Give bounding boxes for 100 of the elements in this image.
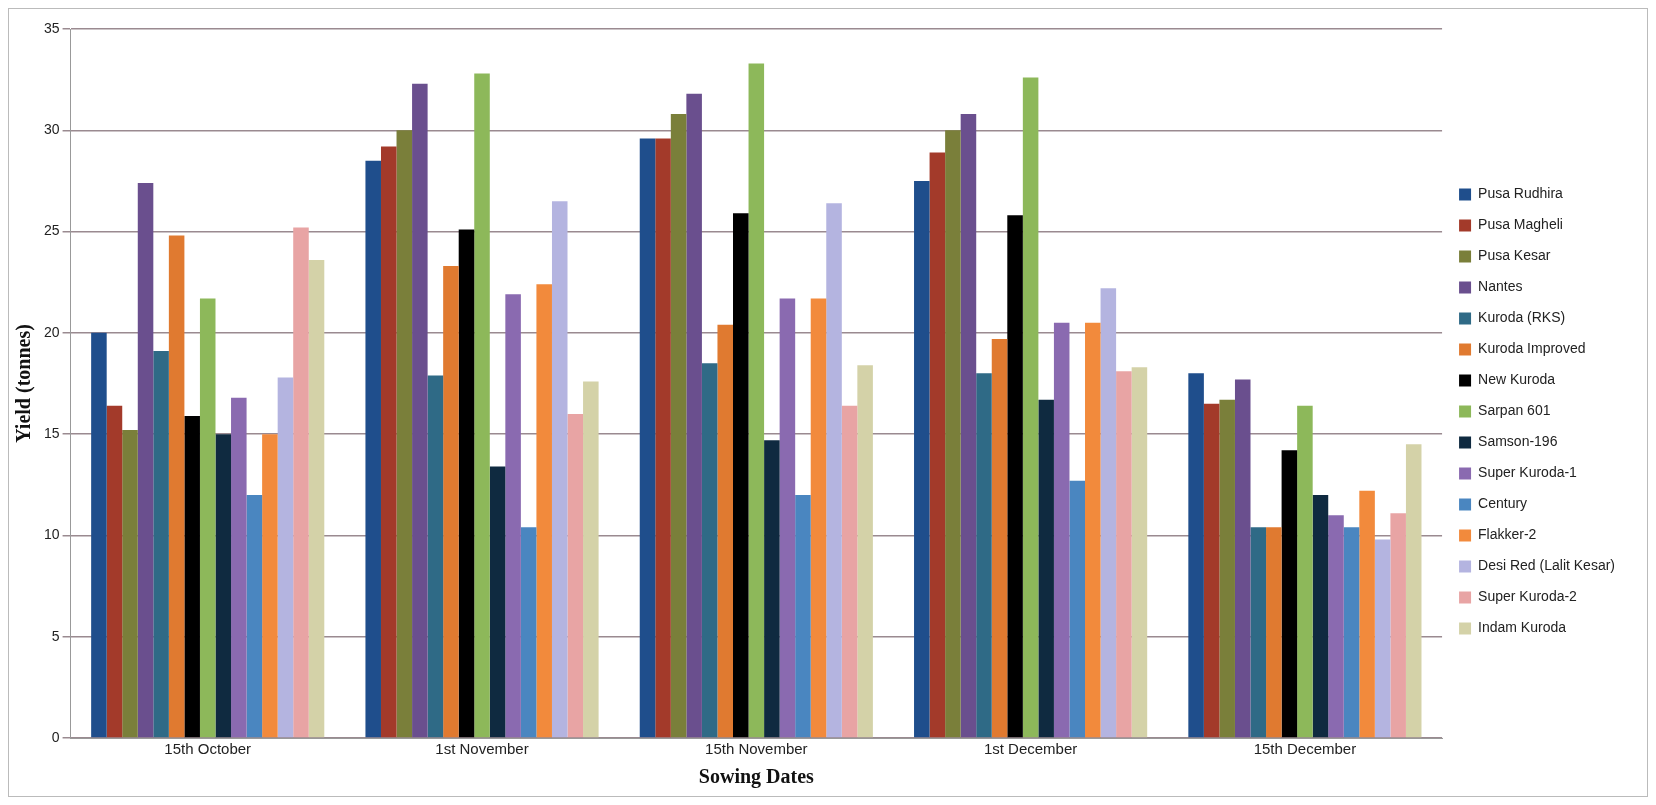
bar [505,294,521,738]
bar [277,377,294,738]
bar [717,324,733,738]
bar [536,284,552,738]
bar [1069,480,1086,738]
bar [945,130,961,738]
bar [1328,515,1344,738]
bar [1374,539,1391,738]
legend-label: Indam Kuroda [1478,619,1567,636]
bar [764,440,780,738]
bar [1266,527,1282,738]
x-tick-label: 1st December [983,740,1078,758]
bar [1405,444,1422,738]
legend-label: Century [1478,495,1528,512]
bar [153,351,169,738]
x-tick-label: 15th November [705,740,808,758]
bar [748,63,765,738]
bar [427,375,444,738]
bar [293,227,309,738]
bar [91,332,107,738]
bar [137,182,154,738]
bar [412,83,428,738]
legend-label: Desi Red (Lalit Kesar) [1478,557,1615,574]
bar [308,259,325,738]
y-tick-label: 25 [43,222,60,239]
bar [365,160,381,738]
legend-label: Pusa Kesar [1478,247,1551,264]
bar [215,434,232,738]
legend-label: Samson-196 [1478,433,1558,450]
y-tick-label: 20 [43,323,60,340]
legend-label: Kuroda (RKS) [1478,309,1566,326]
bar [857,365,873,738]
bar [567,413,584,738]
bar [122,430,138,738]
bar [1038,399,1054,738]
y-tick-label: 10 [43,526,60,543]
bar [960,114,977,738]
bar [991,338,1008,738]
bar [1116,371,1132,738]
bar [914,180,930,738]
bar [1297,405,1313,738]
bar [1131,367,1148,738]
legend-label: Kuroda Improved [1478,340,1586,357]
x-tick-label: 1st November [435,740,529,758]
bar [976,373,992,738]
bar [231,397,247,738]
legend-label: Flakker-2 [1478,526,1537,543]
bar [106,405,123,738]
x-tick-label: 15th December [1253,740,1357,758]
legend-label: New Kuroda [1478,371,1556,388]
bar [551,201,568,738]
bar [826,203,842,738]
bar [583,381,599,738]
bar [1219,399,1235,738]
y-axis-title: Yield (tonnes) [12,324,36,443]
y-tick-label: 0 [51,728,60,745]
x-tick-label: 15th October [164,740,252,758]
bar [701,363,718,738]
bar [1188,373,1204,738]
bar [1343,527,1360,738]
x-axis-title: Sowing Dates [698,765,815,789]
bar [1281,450,1298,738]
bar [670,114,687,738]
bar [520,527,537,738]
bar [733,213,749,738]
bar [1100,288,1117,738]
bar [184,415,200,738]
bar [1007,215,1023,738]
bar [655,138,671,738]
legend-label: Super Kuroda-2 [1478,588,1578,605]
bar [168,235,185,738]
bar [396,130,413,738]
bar [1312,494,1329,738]
bar [810,298,827,738]
bar [1053,322,1070,738]
bar [1390,513,1406,738]
bar [199,298,216,738]
bar [443,266,459,738]
bar [458,229,475,738]
bar [639,138,656,738]
bar [380,146,397,738]
bar [779,298,796,738]
bar [474,73,490,738]
bar [1234,379,1251,738]
bar [841,405,858,738]
y-tick-label: 35 [43,19,60,36]
legend-label: Nantes [1478,278,1523,295]
bar [686,93,702,738]
bar [929,152,946,738]
legend-label: Sarpan 601 [1478,402,1551,419]
bar [1359,490,1375,738]
legend-label: Pusa Magheli [1478,216,1563,233]
bar [795,494,811,738]
y-tick-label: 15 [43,425,60,441]
bar [246,494,263,738]
bar [1250,527,1267,738]
legend-label: Pusa Rudhira [1478,185,1564,202]
bar [1085,322,1101,738]
bar [1022,77,1039,738]
bar [262,434,278,738]
